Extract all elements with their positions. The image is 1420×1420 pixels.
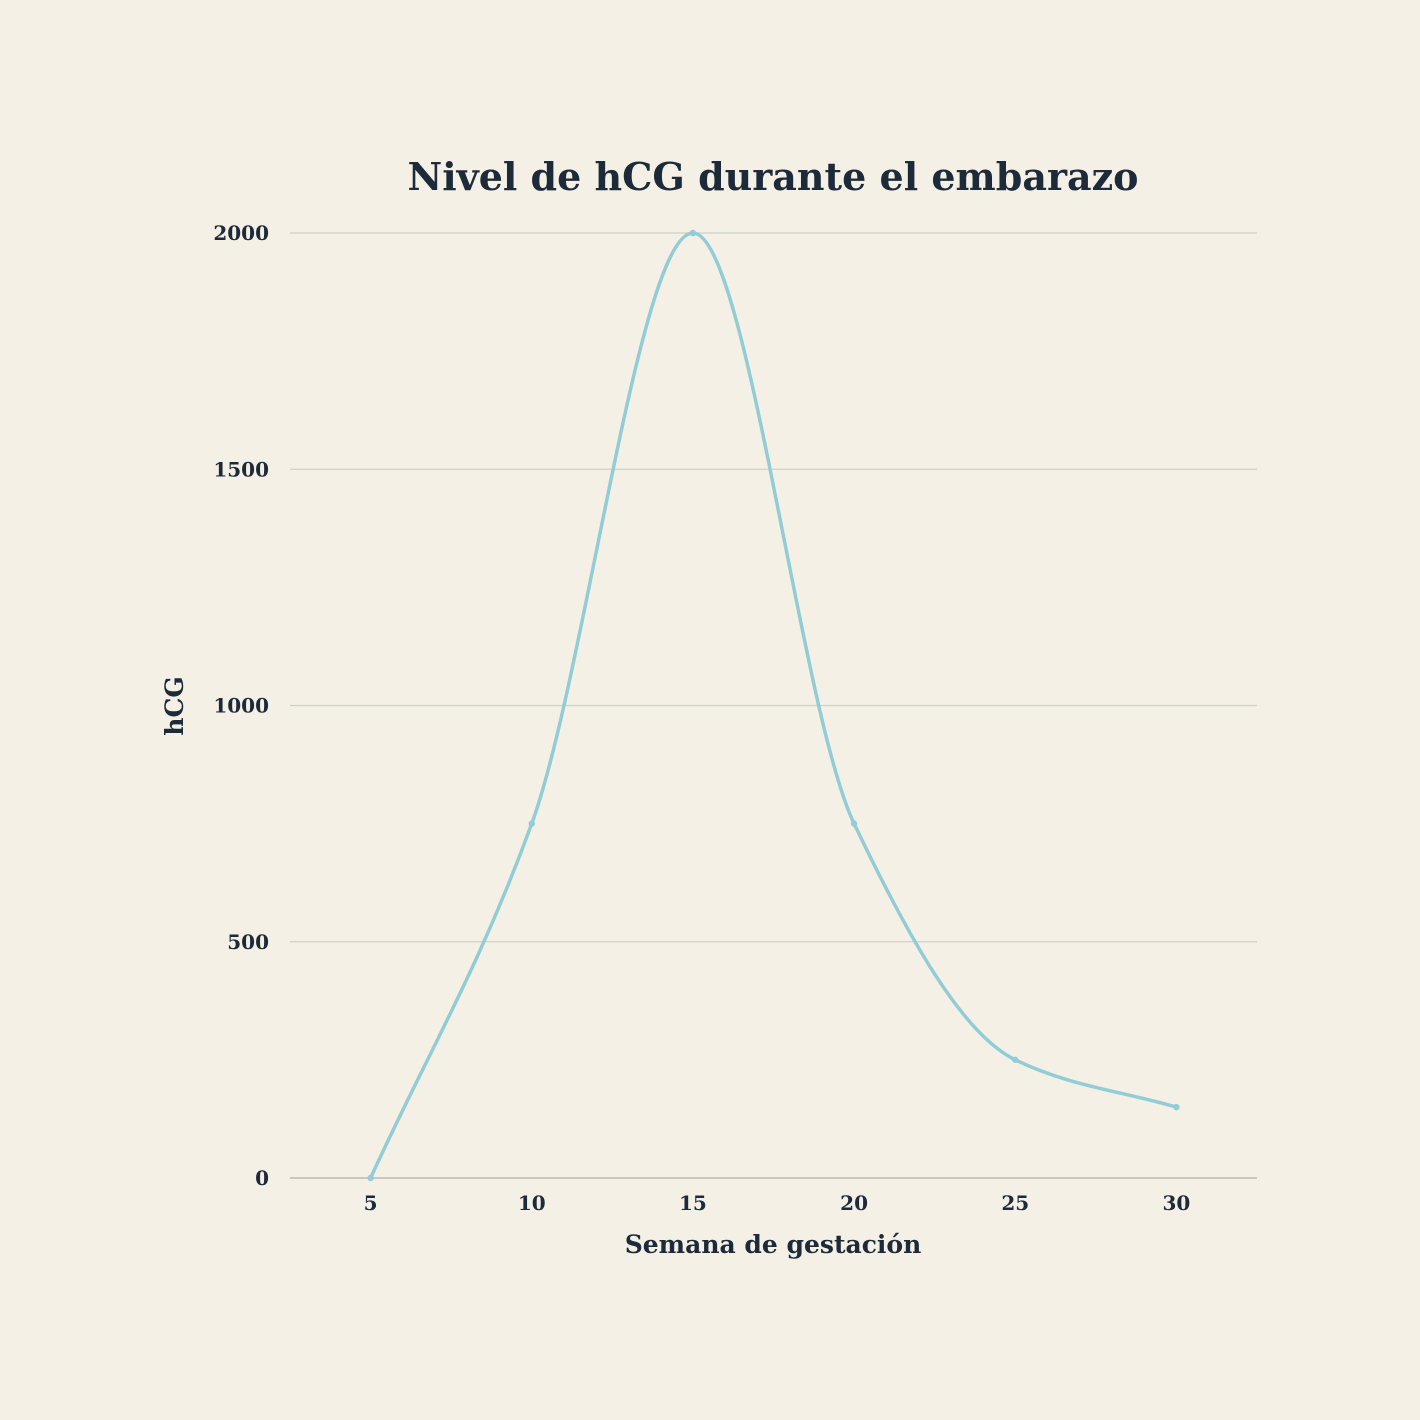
y-tick-label: 500 (227, 930, 269, 954)
y-tick-label: 0 (255, 1166, 269, 1190)
grid (290, 232, 1257, 943)
data-point (1173, 1103, 1180, 1111)
x-tick-label: 25 (1001, 1191, 1029, 1215)
x-axis-label: Semana de gestación (625, 1230, 922, 1259)
data-point (528, 820, 535, 827)
x-tick-label: 5 (364, 1191, 378, 1215)
y-axis: 0 500 1000 1500 2000 (213, 221, 269, 1190)
data-point (850, 820, 858, 827)
data-point (689, 229, 697, 237)
y-tick-label: 1500 (213, 457, 269, 481)
x-tick-label: 10 (518, 1191, 546, 1215)
y-axis-label: hCG (160, 676, 189, 735)
x-tick-label: 30 (1162, 1191, 1190, 1215)
y-tick-label: 2000 (213, 221, 269, 245)
series-line-0 (368, 231, 1179, 1180)
data-point (1012, 1056, 1019, 1064)
x-axis: 5 10 15 20 25 30 (290, 1177, 1257, 1215)
x-tick-label: 20 (840, 1191, 868, 1215)
series-group (367, 229, 1180, 1182)
data-point (367, 1174, 374, 1182)
x-tick-label: 15 (679, 1191, 707, 1215)
chart-title: Nivel de hCG durante el embarazo (407, 154, 1138, 199)
y-tick-label: 1000 (213, 694, 269, 718)
